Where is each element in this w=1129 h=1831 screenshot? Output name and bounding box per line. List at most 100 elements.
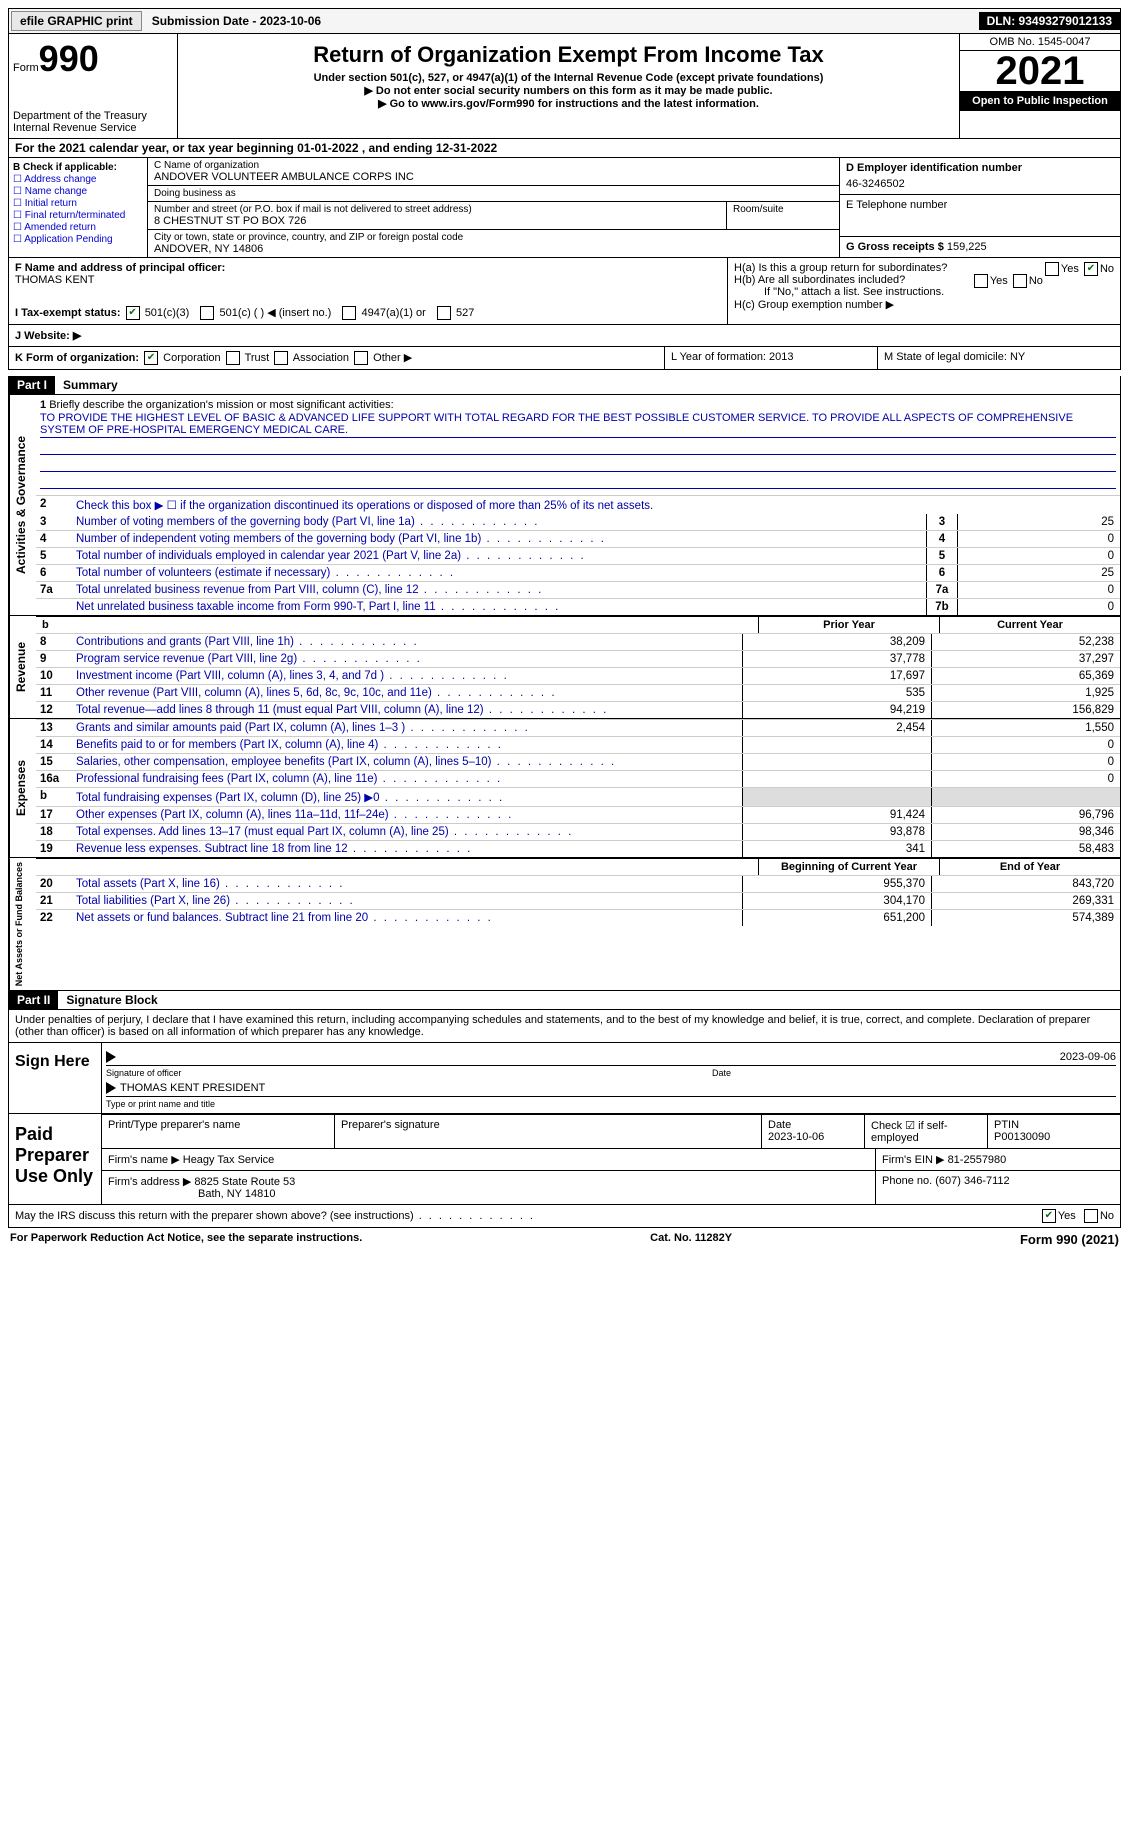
chk-assoc[interactable] [274, 351, 288, 365]
prior-val [742, 788, 931, 806]
sig-arrow-icon [106, 1051, 116, 1063]
c-addr-value: 8 CHESTNUT ST PO BOX 726 [154, 215, 720, 227]
chk-4947[interactable] [342, 306, 356, 320]
signature-block: Under penalties of perjury, I declare th… [8, 1010, 1121, 1205]
line-desc: Net assets or fund balances. Subtract li… [72, 910, 742, 926]
vert-governance: Activities & Governance [9, 395, 36, 615]
c-addr-label: Number and street (or P.O. box if mail i… [154, 204, 720, 215]
ha-yes[interactable] [1045, 262, 1059, 276]
hb-no[interactable] [1013, 274, 1027, 288]
mission-text: TO PROVIDE THE HIGHEST LEVEL OF BASIC & … [40, 411, 1116, 438]
line-box: 5 [926, 548, 957, 564]
prep-sig-label: Preparer's signature [335, 1115, 762, 1148]
line-val: 25 [957, 514, 1120, 530]
chk-527[interactable] [437, 306, 451, 320]
chk-other[interactable] [354, 351, 368, 365]
current-val: 58,483 [931, 841, 1120, 857]
chk-corp[interactable] [144, 351, 158, 365]
current-val: 843,720 [931, 876, 1120, 892]
current-val: 0 [931, 771, 1120, 787]
dept-label: Department of the Treasury Internal Reve… [13, 110, 173, 134]
k-label: K Form of organization: [15, 352, 139, 364]
line1-label: Briefly describe the organization's miss… [49, 399, 393, 411]
firm-ein: 81-2557980 [948, 1154, 1007, 1166]
line-desc: Total assets (Part X, line 16) [72, 876, 742, 892]
g-receipts-label: G Gross receipts $ [846, 241, 944, 253]
form-prefix: Form [13, 62, 39, 74]
current-val: 1,550 [931, 720, 1120, 736]
vert-revenue: Revenue [9, 616, 36, 718]
line-desc: Benefits paid to or for members (Part IX… [72, 737, 742, 753]
ha-no[interactable] [1084, 262, 1098, 276]
i-label: I Tax-exempt status: [15, 307, 121, 319]
prep-date: 2023-10-06 [768, 1131, 824, 1143]
form-header: Form990 Department of the Treasury Inter… [8, 34, 1121, 139]
current-val: 1,925 [931, 685, 1120, 701]
discuss-text: May the IRS discuss this return with the… [15, 1210, 535, 1222]
hb-yes[interactable] [974, 274, 988, 288]
c-room-label: Room/suite [727, 202, 839, 229]
summary-revenue: Revenue bPrior YearCurrent Year 8Contrib… [8, 616, 1121, 719]
chk-address-change[interactable]: ☐ Address change [13, 174, 143, 185]
prior-val: 651,200 [742, 910, 931, 926]
chk-name-change[interactable]: ☐ Name change [13, 186, 143, 197]
form-no-footer: Form 990 (2021) [1020, 1232, 1119, 1247]
line-box: 7a [926, 582, 957, 598]
self-employed-check[interactable]: Check ☑ if self-employed [865, 1115, 988, 1148]
vert-net: Net Assets or Fund Balances [9, 858, 36, 990]
m-state-domicile: M State of legal domicile: NY [877, 347, 1120, 369]
current-val: 156,829 [931, 702, 1120, 718]
chk-501c[interactable] [200, 306, 214, 320]
sig-date-caption: Date [712, 1068, 731, 1078]
prior-val: 94,219 [742, 702, 931, 718]
c-org-name: ANDOVER VOLUNTEER AMBULANCE CORPS INC [154, 171, 833, 183]
col-current-year: Current Year [939, 617, 1120, 633]
part-2-header: Part IISignature Block [8, 991, 1121, 1010]
chk-amended[interactable]: ☐ Amended return [13, 222, 143, 233]
tax-year: 2021 [960, 51, 1120, 91]
line-box: 4 [926, 531, 957, 547]
mission-blank-3 [40, 474, 1116, 489]
vert-expenses: Expenses [9, 719, 36, 857]
chk-501c3[interactable] [126, 306, 140, 320]
open-inspection: Open to Public Inspection [960, 91, 1120, 111]
chk-final-return[interactable]: ☐ Final return/terminated [13, 210, 143, 221]
c-city-label: City or town, state or province, country… [154, 232, 833, 243]
b-label: B Check if applicable: [13, 162, 143, 173]
current-val: 37,297 [931, 651, 1120, 667]
firm-name: Heagy Tax Service [183, 1154, 275, 1166]
discuss-yes[interactable] [1042, 1209, 1056, 1223]
line-desc: Other revenue (Part VIII, column (A), li… [72, 685, 742, 701]
chk-trust[interactable] [226, 351, 240, 365]
hb-note: If "No," attach a list. See instructions… [734, 286, 1114, 298]
cat-no: Cat. No. 11282Y [650, 1232, 732, 1247]
penalties-text: Under penalties of perjury, I declare th… [9, 1010, 1120, 1042]
d-ein-label: D Employer identification number [846, 162, 1114, 174]
current-val: 0 [931, 737, 1120, 753]
chk-initial-return[interactable]: ☐ Initial return [13, 198, 143, 209]
d-ein-value: 46-3246502 [846, 178, 1114, 190]
current-val [931, 788, 1120, 806]
hc-label: H(c) Group exemption number ▶ [734, 298, 1114, 311]
mission-blank-2 [40, 457, 1116, 472]
line-box: 7b [926, 599, 957, 615]
line-desc: Contributions and grants (Part VIII, lin… [72, 634, 742, 650]
line-desc: Investment income (Part VIII, column (A)… [72, 668, 742, 684]
prior-val: 38,209 [742, 634, 931, 650]
chk-pending[interactable]: ☐ Application Pending [13, 234, 143, 245]
c-dba-label: Doing business as [154, 188, 833, 199]
j-website: J Website: ▶ [8, 325, 1121, 347]
form-title: Return of Organization Exempt From Incom… [182, 42, 955, 68]
summary-expenses: Expenses 13Grants and similar amounts pa… [8, 719, 1121, 858]
efile-print-button[interactable]: efile GRAPHIC print [11, 11, 142, 31]
line-desc: Other expenses (Part IX, column (A), lin… [72, 807, 742, 823]
discuss-no[interactable] [1084, 1209, 1098, 1223]
prep-name-label: Print/Type preparer's name [102, 1115, 335, 1148]
prior-val: 37,778 [742, 651, 931, 667]
c-city-value: ANDOVER, NY 14806 [154, 243, 833, 255]
line-val: 0 [957, 548, 1120, 564]
prior-val: 341 [742, 841, 931, 857]
summary-governance: Activities & Governance 1 Briefly descri… [8, 395, 1121, 616]
mission-blank-1 [40, 440, 1116, 455]
line-desc: Total fundraising expenses (Part IX, col… [72, 788, 742, 806]
